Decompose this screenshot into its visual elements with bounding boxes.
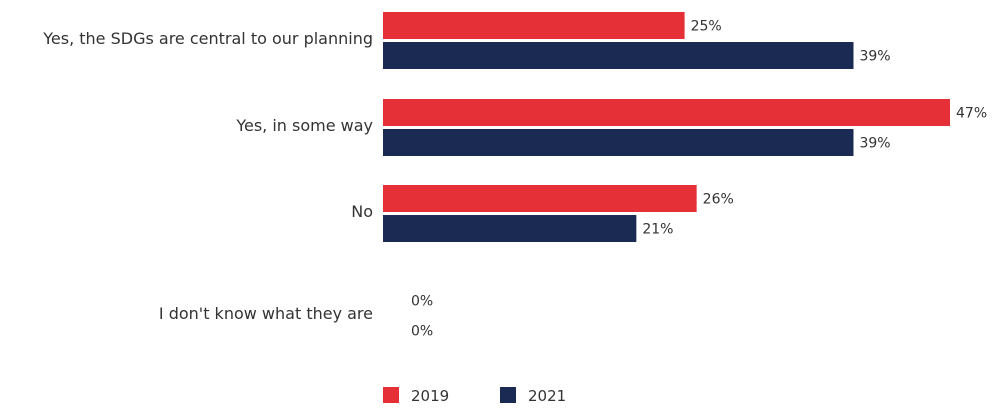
data-label-2021-3: 0% [411,324,433,340]
data-label-2021-1: 39% [859,136,890,152]
category-label: I don't know what they are [159,304,373,323]
bar-2021-1 [383,129,854,156]
bar-2021-2 [383,215,637,242]
data-label-2019-3: 0% [411,294,433,310]
legend-swatch-2021 [500,387,516,403]
bar-2019-0 [383,12,685,39]
data-label-2019-1: 47% [956,106,987,122]
data-label-2019-2: 26% [703,192,734,208]
data-label-2019-0: 25% [691,19,722,35]
legend-swatch-2019 [383,387,399,403]
bar-2021-0 [383,42,854,69]
bar-2019-1 [383,99,950,126]
bar-2019-2 [383,185,697,212]
legend-label-2019: 2019 [411,387,449,405]
category-label: Yes, the SDGs are central to our plannin… [42,29,373,48]
category-label: No [351,202,373,221]
legend-label-2021: 2021 [528,387,566,405]
data-label-2021-2: 21% [642,222,673,238]
category-label: Yes, in some way [235,116,373,135]
data-label-2021-0: 39% [859,49,890,65]
